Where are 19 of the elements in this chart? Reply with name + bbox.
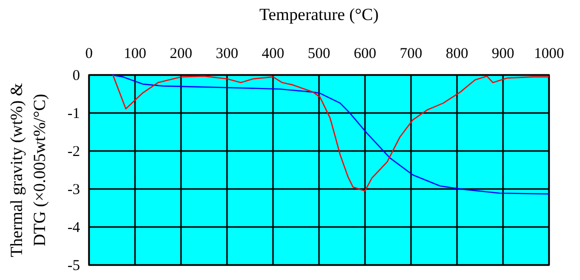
y-tick-label: -2 — [68, 144, 80, 160]
y-tick-label: -4 — [68, 220, 80, 236]
x-tick-label: 700 — [400, 46, 422, 62]
y-axis-title: Thermal gravity (wt%) & DTG (×0.005wt%/°C) — [7, 82, 49, 258]
x-tick-label: 0 — [85, 46, 93, 62]
x-tick-label: 800 — [446, 46, 468, 62]
chart-title: Temperature (°C) — [259, 5, 379, 24]
y-tick-label: -1 — [68, 106, 80, 122]
y-tick-label: 0 — [72, 68, 80, 84]
x-tick-label: 200 — [170, 46, 192, 62]
x-tick-label: 600 — [354, 46, 376, 62]
x-tick-label: 400 — [262, 46, 284, 62]
y-tick-label: -3 — [68, 182, 80, 198]
x-tick-label: 900 — [492, 46, 514, 62]
y-tick-label: -5 — [68, 258, 80, 274]
x-tick-label: 1000 — [534, 46, 564, 62]
x-tick-label: 300 — [216, 46, 238, 62]
x-tick-label: 500 — [308, 46, 330, 62]
x-tick-label: 100 — [124, 46, 146, 62]
